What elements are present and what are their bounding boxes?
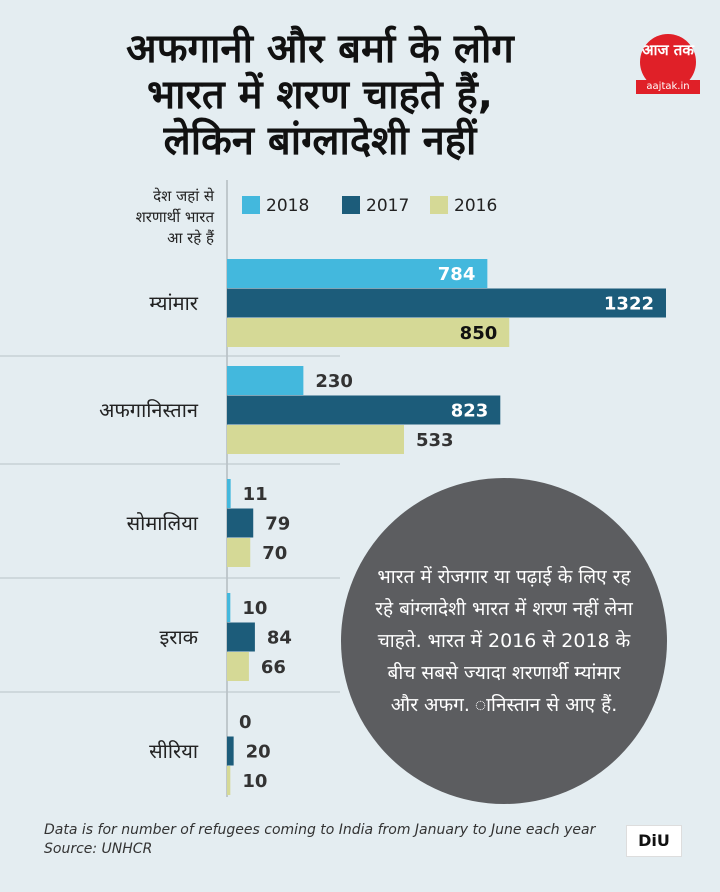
title-line-1: अफगानी और बर्मा के लोग bbox=[126, 26, 514, 72]
y-axis-label-line-2: शरणार्थी भारत bbox=[135, 208, 214, 226]
bar-2017 bbox=[227, 288, 666, 318]
bar-2017 bbox=[227, 508, 254, 538]
data-label-2017: 84 bbox=[267, 628, 292, 649]
data-label-2018: 0 bbox=[239, 712, 252, 733]
legend-label-2017: 2017 bbox=[366, 196, 410, 216]
bar-2017 bbox=[227, 395, 501, 425]
bar-2016 bbox=[227, 766, 231, 795]
bar-2017 bbox=[227, 622, 255, 652]
data-label-2017: 20 bbox=[246, 742, 271, 763]
title-line-3: लेकिन बांग्लादेशी नहीं bbox=[163, 118, 477, 164]
y-axis-label: देश जहां से शरणार्थी भारत आ रहे हैं bbox=[80, 186, 214, 249]
aajtak-logo[interactable]: आज तक aajtak.in bbox=[636, 34, 700, 94]
bar-2016 bbox=[227, 538, 251, 567]
legend-item-2016: 2016 bbox=[430, 196, 497, 216]
category-label: सोमालिया bbox=[127, 511, 199, 535]
bar-2018 bbox=[227, 593, 231, 622]
bar-2018 bbox=[227, 366, 304, 395]
category-label: इराक bbox=[159, 625, 198, 649]
annotation-text: भारत में रोजगार या पढ़ाई के लिए रह रहे ब… bbox=[375, 566, 633, 716]
diu-badge: DiU bbox=[626, 825, 682, 857]
data-note: Data is for number of refugees coming to… bbox=[44, 822, 596, 838]
data-label-2018: 230 bbox=[315, 371, 353, 392]
category-label: अफगानिस्तान bbox=[99, 398, 199, 422]
legend-swatch-2018 bbox=[242, 196, 260, 214]
data-label-2017: 79 bbox=[265, 514, 290, 535]
data-label-2016: 70 bbox=[262, 543, 287, 564]
source-note: Source: UNHCR bbox=[44, 841, 153, 857]
data-label-2016: 533 bbox=[416, 430, 454, 451]
bar-2018 bbox=[227, 259, 488, 288]
title-line-2: भारत में शरण चाहते हैं, bbox=[147, 72, 493, 118]
data-label-2016: 850 bbox=[460, 323, 498, 344]
data-label-2018: 11 bbox=[243, 484, 268, 505]
data-label-2017: 1322 bbox=[604, 294, 654, 315]
y-axis-label-line-1: देश जहां से bbox=[153, 187, 214, 205]
bar-2016 bbox=[227, 425, 404, 454]
legend-swatch-2016 bbox=[430, 196, 448, 214]
data-label-2018: 784 bbox=[438, 264, 476, 285]
legend-item-2018: 2018 bbox=[242, 196, 309, 216]
legend-label-2016: 2016 bbox=[454, 196, 498, 216]
y-axis-label-line-3: आ रहे हैं bbox=[167, 229, 214, 247]
logo-site: aajtak.in bbox=[636, 80, 700, 94]
bar-2017 bbox=[227, 736, 234, 766]
legend-item-2017: 2017 bbox=[342, 196, 409, 216]
category-label: म्यांमार bbox=[149, 291, 198, 315]
bar-2018 bbox=[227, 479, 231, 508]
data-label-2016: 10 bbox=[242, 771, 267, 792]
legend-swatch-2017 bbox=[342, 196, 360, 214]
data-label-2016: 66 bbox=[261, 657, 286, 678]
footnote: Data is for number of refugees coming to… bbox=[44, 821, 595, 859]
bar-2016 bbox=[227, 318, 510, 347]
data-label-2017: 823 bbox=[451, 401, 489, 422]
bar-2016 bbox=[227, 652, 249, 681]
chart-title: अफगानी और बर्मा के लोग भारत में शरण चाहत… bbox=[20, 26, 620, 164]
category-label: सीरिया bbox=[149, 739, 199, 763]
data-label-2018: 10 bbox=[242, 598, 267, 619]
annotation-bubble: भारत में रोजगार या पढ़ाई के लिए रह रहे ब… bbox=[341, 478, 667, 804]
legend-label-2018: 2018 bbox=[266, 196, 310, 216]
